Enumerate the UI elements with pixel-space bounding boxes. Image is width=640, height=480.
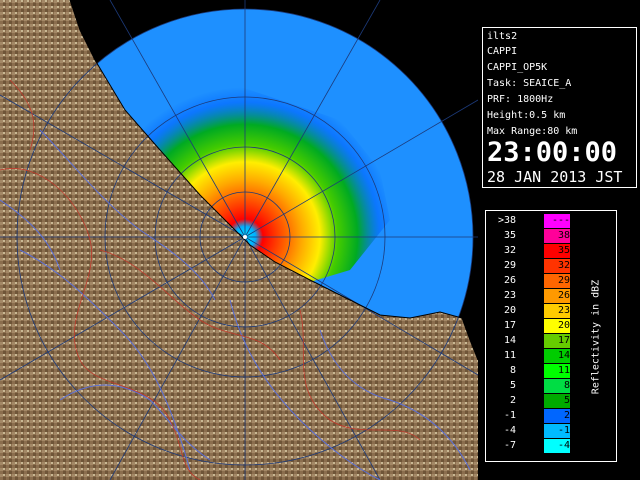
legend-high-value: -1	[557, 425, 570, 436]
legend-low-value: 23	[503, 290, 516, 301]
legend-low-value: 5	[509, 380, 516, 391]
azimuth-lines	[0, 0, 478, 480]
legend-low-value: 2	[509, 395, 516, 406]
legend-swatch	[544, 424, 570, 438]
legend-swatch	[544, 439, 570, 453]
boundaries	[0, 79, 421, 480]
legend-low-value: 11	[503, 350, 516, 361]
legend-swatch	[544, 304, 570, 318]
legend-high-value: 23	[557, 305, 570, 316]
legend-low-value: -4	[503, 425, 516, 436]
legend-swatch	[544, 289, 570, 303]
legend-swatch	[544, 394, 570, 408]
legend-high-value: 5	[563, 395, 570, 406]
legend-low-value: 32	[503, 245, 516, 256]
legend-swatch	[544, 229, 570, 243]
legend-high-value: 35	[557, 245, 570, 256]
legend-swatch	[544, 349, 570, 363]
legend-swatch	[544, 214, 570, 228]
legend-low-value: -1	[503, 410, 516, 421]
legend-swatch	[544, 244, 570, 258]
task-label: Task: SEAICE_A	[487, 78, 572, 89]
legend-unit-label: Reflectivity in dBZ	[590, 279, 602, 395]
legend-high-value: 26	[557, 290, 570, 301]
legend-high-value: 17	[557, 335, 570, 346]
legend-high-value: 11	[557, 365, 570, 376]
legend-swatch	[544, 379, 570, 393]
info-box: ilts2 CAPPI CAPPI_OP5K Task: SEAICE_A PR…	[482, 27, 637, 188]
product-name: CAPPI	[487, 46, 518, 57]
legend-low-value: 8	[509, 365, 516, 376]
land-mass	[0, 0, 478, 480]
legend-low-value: 35	[503, 230, 516, 241]
rivers	[0, 129, 471, 480]
legend-swatch	[544, 274, 570, 288]
legend-low-value: 29	[503, 260, 516, 271]
legend-low-value: 26	[503, 275, 516, 286]
legend-swatch	[544, 334, 570, 348]
side-panel: ilts2 CAPPI CAPPI_OP5K Task: SEAICE_A PR…	[478, 0, 640, 480]
legend-high-value: 29	[557, 275, 570, 286]
legend-swatch	[544, 259, 570, 273]
legend-swatch	[544, 364, 570, 378]
height-label: Height:0.5 km	[487, 110, 566, 121]
legend-low-value: 20	[503, 305, 516, 316]
legend-low-value: 14	[503, 335, 516, 346]
legend-high-value: 20	[557, 320, 570, 331]
legend-low-value: 17	[503, 320, 516, 331]
legend-high-value: 32	[557, 260, 570, 271]
product-code: CAPPI_OP5K	[487, 62, 548, 73]
legend-high-value: -4	[557, 440, 570, 451]
reflectivity-legend: >38 --- 35 38 32 35 29 32 26 29 23 26 20 23 17 20 14 17 11…	[485, 210, 617, 462]
max-range-label: Max Range:80 km	[487, 126, 578, 137]
observation-date: 28 JAN 2013 JST	[487, 168, 623, 186]
legend-high-value: 2	[563, 410, 570, 421]
legend-swatch	[544, 319, 570, 333]
observation-time: 23:00:00	[487, 137, 618, 168]
legend-high-value: ---	[551, 215, 570, 226]
prf-label: PRF: 1800Hz	[487, 94, 554, 105]
legend-high-value: 8	[563, 380, 570, 391]
legend-low-value: >38	[497, 215, 516, 226]
legend-swatch	[544, 409, 570, 423]
coastline	[69, 0, 478, 361]
radar-site-marker	[243, 235, 247, 239]
station-name: ilts2	[487, 31, 518, 42]
legend-high-value: 14	[557, 350, 570, 361]
radar-map	[0, 0, 478, 480]
legend-low-value: -7	[503, 440, 516, 451]
legend-high-value: 38	[557, 230, 570, 241]
